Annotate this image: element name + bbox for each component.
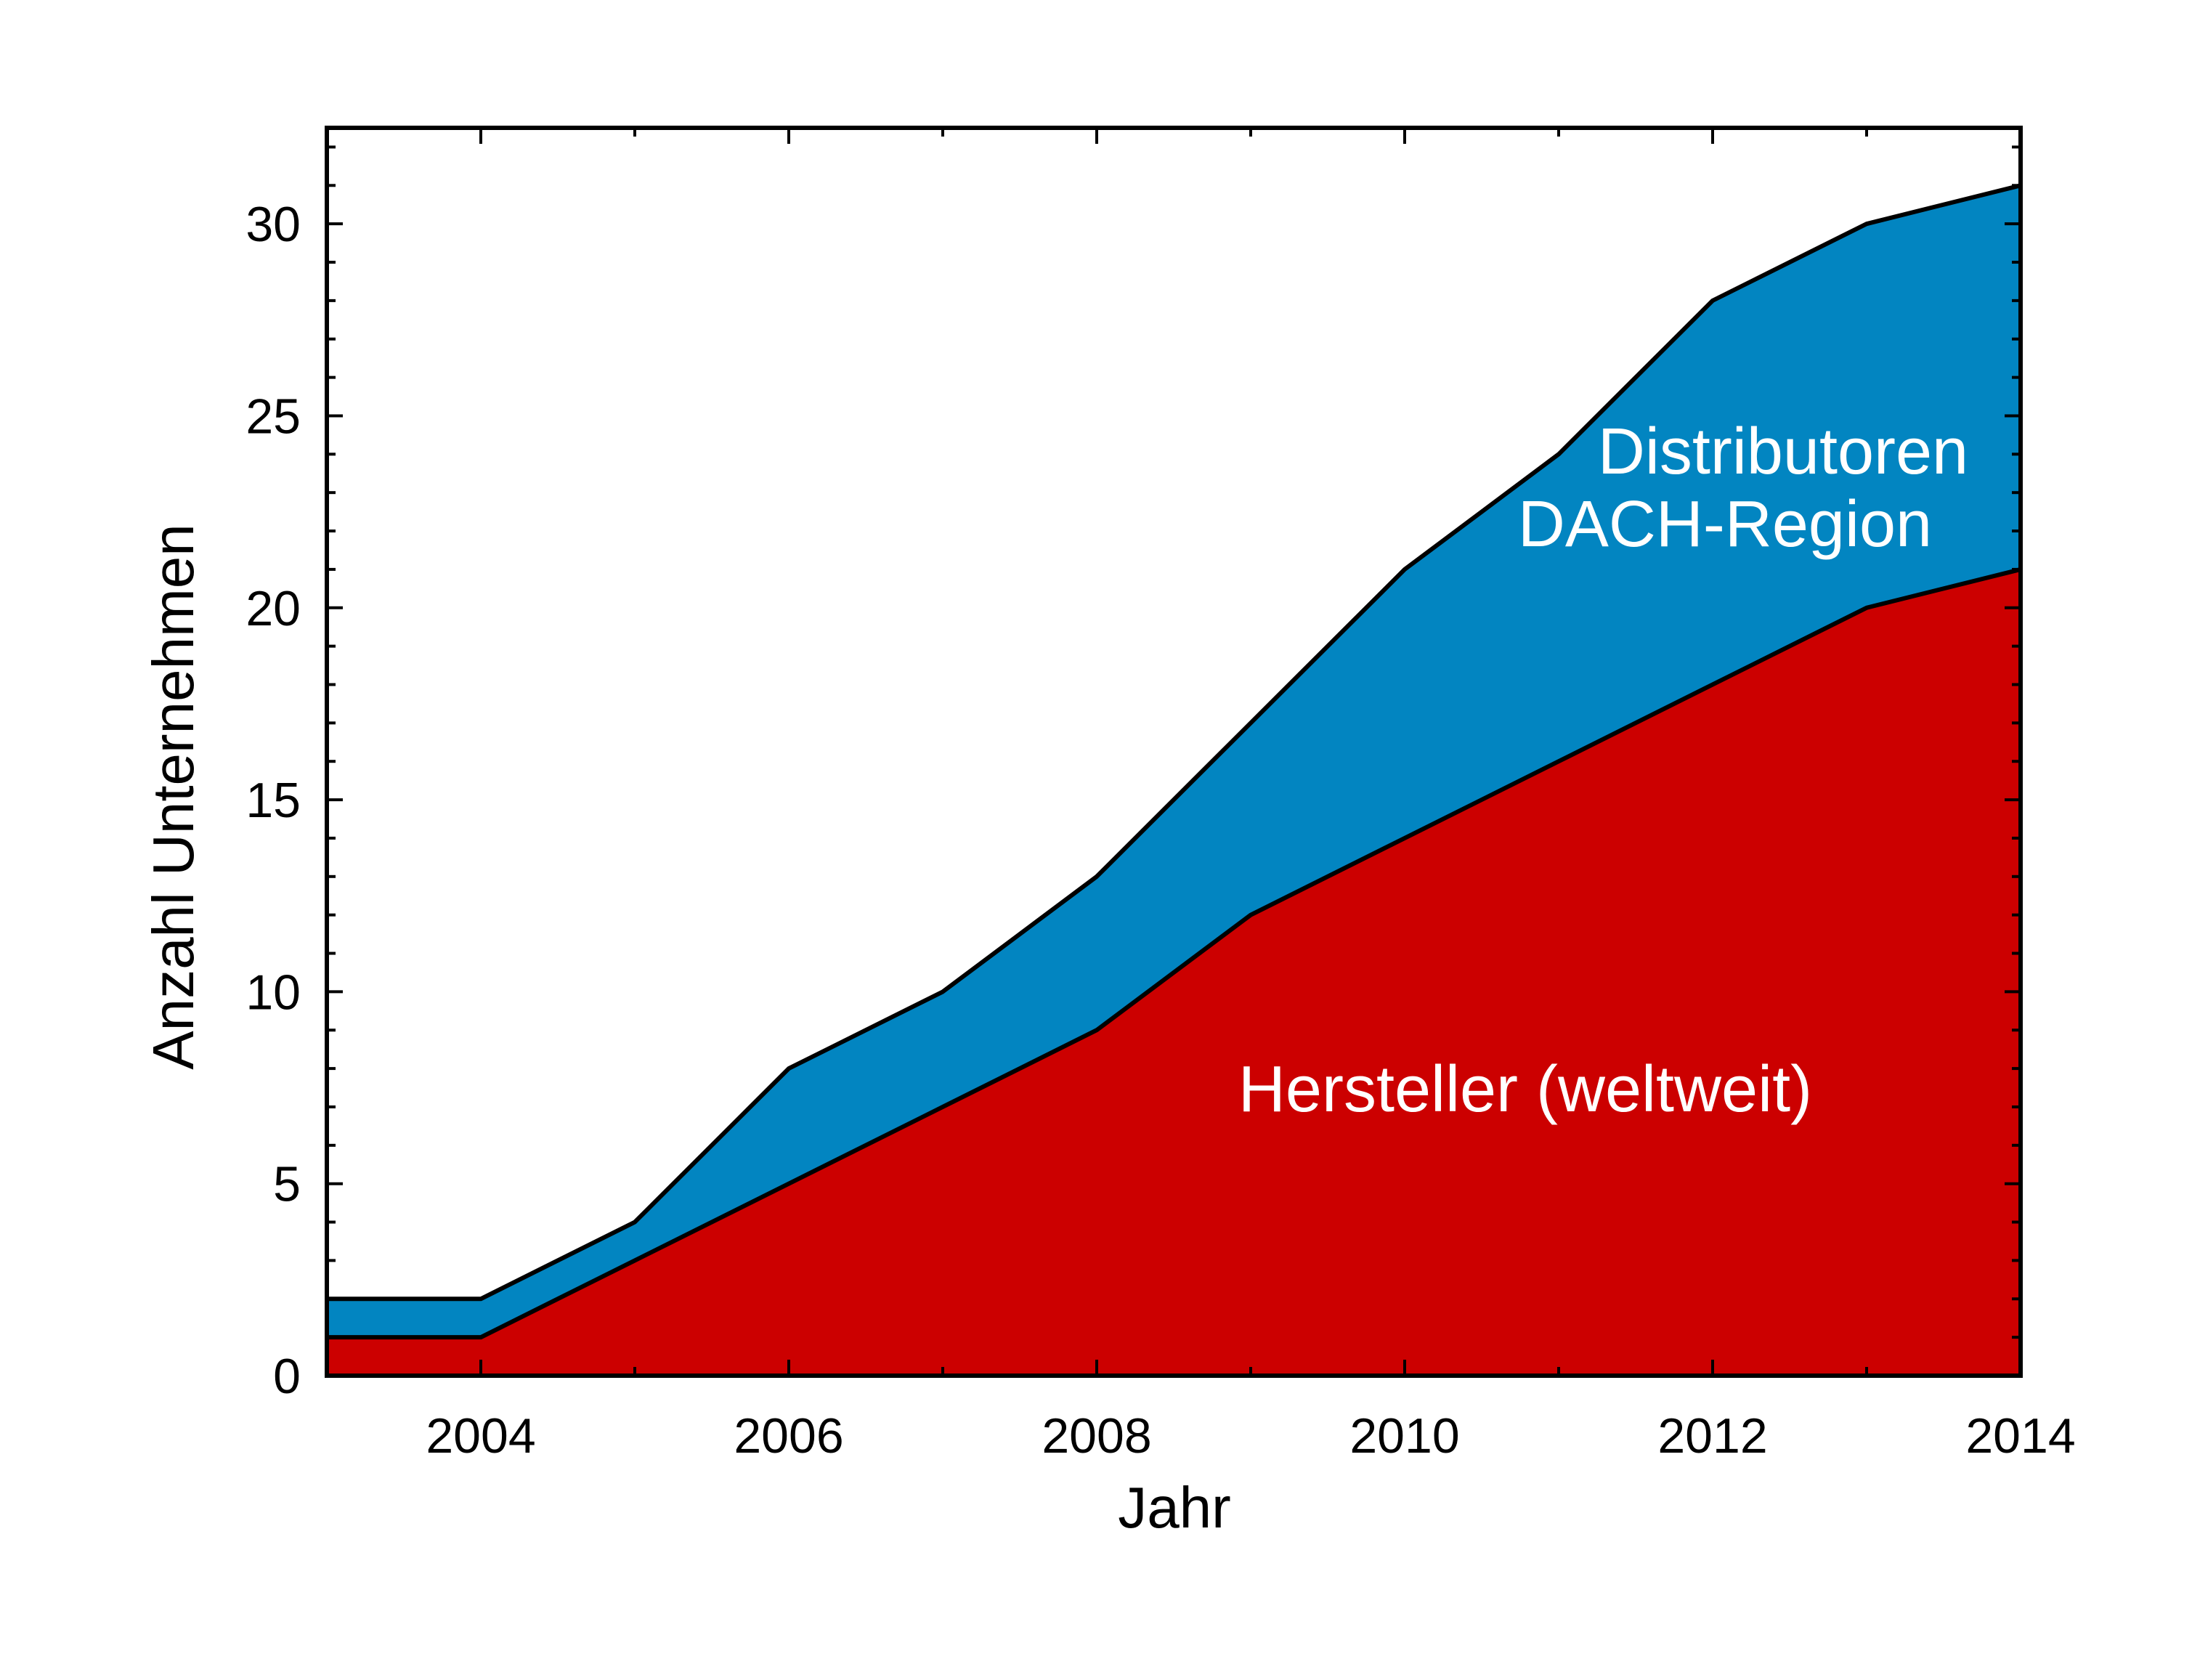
distributoren-area-label-line-2: DACH-Region bbox=[1518, 488, 1932, 561]
y-tick-label-30: 30 bbox=[245, 197, 301, 252]
plot-frame bbox=[325, 126, 2023, 1378]
y-tick-label-15: 15 bbox=[245, 773, 301, 828]
x-tick-label-2004: 2004 bbox=[426, 1408, 535, 1464]
series-outline-1 bbox=[327, 567, 2021, 1340]
x-tick-label-2010: 2010 bbox=[1349, 1408, 1459, 1464]
x-axis-title: Jahr bbox=[1118, 1475, 1231, 1540]
axis-ticks bbox=[325, 128, 2022, 1377]
series-outline-2 bbox=[327, 183, 2021, 1302]
distributoren-area-label-line-1: Distributoren bbox=[1598, 415, 1968, 488]
y-tick-label-20: 20 bbox=[245, 581, 301, 636]
x-tick-label-2008: 2008 bbox=[1042, 1408, 1151, 1464]
x-tick-label-2012: 2012 bbox=[1657, 1408, 1767, 1464]
y-tick-label-25: 25 bbox=[245, 389, 301, 444]
y-tick-label-10: 10 bbox=[245, 965, 301, 1020]
y-tick-label-0: 0 bbox=[273, 1349, 301, 1404]
y-tick-label-5: 5 bbox=[273, 1157, 301, 1212]
x-tick-label-2014: 2014 bbox=[1965, 1408, 2075, 1464]
y-axis-title: Anzahl Unternehmen bbox=[141, 524, 206, 1070]
area-series-2 bbox=[327, 185, 2021, 1338]
x-tick-label-2006: 2006 bbox=[734, 1408, 843, 1464]
chart-areas bbox=[327, 185, 2021, 1376]
hersteller-area-label: Hersteller (weltweit) bbox=[1238, 1053, 1812, 1126]
chart-series-outlines bbox=[327, 183, 2021, 1340]
axis-tick-labels: 2004 2006 2008 2010 2012 2014 0 5 10 15 20 25 30 bbox=[245, 197, 2075, 1464]
